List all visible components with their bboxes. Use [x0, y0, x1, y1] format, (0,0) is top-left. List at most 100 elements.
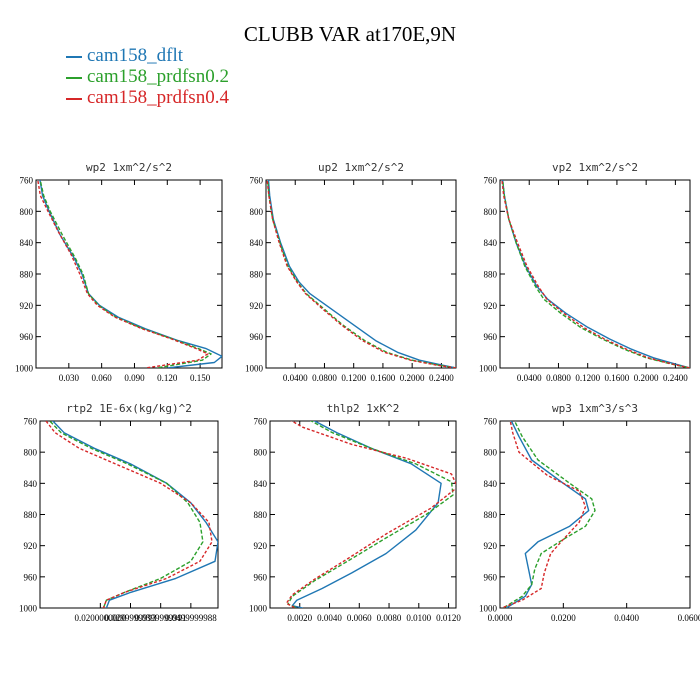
x-tick-label: 0.0400 — [517, 373, 542, 383]
y-tick-label: 960 — [254, 572, 268, 582]
y-tick-label: 800 — [24, 448, 38, 458]
series-line-1 — [51, 421, 218, 608]
y-tick-label: 880 — [250, 270, 264, 280]
y-tick-label: 880 — [20, 270, 34, 280]
x-tick-label: 0.1600 — [371, 373, 396, 383]
x-tick-label: 0.0499999988 — [165, 613, 217, 623]
y-tick-label: 960 — [20, 332, 34, 342]
series-line-2 — [267, 180, 456, 368]
y-tick-label: 840 — [24, 479, 38, 489]
series-line-3 — [285, 421, 456, 608]
x-tick-label: 0.060 — [92, 373, 113, 383]
x-tick-label: 0.0800 — [546, 373, 571, 383]
legend-label: cam158_prdfsn0.4 — [87, 87, 229, 108]
panel-title: thlp2 1xK^2 — [327, 402, 400, 415]
x-tick-label: 0.0060 — [347, 613, 372, 623]
legend-label: cam158_prdfsn0.2 — [87, 66, 229, 87]
plot-frame — [499, 179, 691, 369]
x-tick-label: 0.030 — [59, 373, 80, 383]
legend-entry-prdfsn04: cam158_prdfsn0.4 — [66, 87, 229, 109]
series-line-2 — [287, 421, 454, 608]
series-line-2 — [502, 421, 596, 608]
y-tick-label: 760 — [250, 176, 264, 186]
y-tick-label: 840 — [20, 238, 34, 248]
series-line-2 — [39, 180, 212, 368]
legend-line-prdfsn04-icon — [66, 97, 82, 100]
y-tick-label: 960 — [250, 332, 264, 342]
x-tick-label: 0.0000 — [488, 613, 513, 623]
x-tick-label: 0.2000 — [634, 373, 659, 383]
chart-panel-6: wp3 1xm^3/s^3 760 800 840 880 920 960 10000.000… — [479, 402, 700, 623]
panel-title: rtp2 1E-6x(kg/kg)^2 — [66, 402, 192, 415]
legend-entry-prdfsn02: cam158_prdfsn0.2 — [66, 66, 229, 88]
y-tick-label: 880 — [254, 510, 268, 520]
x-tick-label: 0.0400 — [614, 613, 639, 623]
series-line-3 — [501, 421, 587, 608]
x-tick-label: 0.0020 — [287, 613, 312, 623]
chart-panel-5: thlp2 1xK^2 760 800 840 880 920 960 1000 0.0020 0… — [249, 402, 461, 623]
x-tick-label: 0.0200000000 — [74, 613, 126, 623]
x-tick-label: 0.120 — [157, 373, 178, 383]
x-tick-label: 0.0120 — [436, 613, 461, 623]
legend-line-prdfsn02-icon — [66, 76, 82, 79]
y-tick-label: 800 — [484, 207, 498, 217]
series-line-1 — [39, 180, 222, 368]
series-line-3 — [266, 180, 456, 368]
y-tick-label: 1000 — [245, 364, 264, 374]
y-tick-label: 760 — [484, 417, 498, 427]
plot-frame — [39, 420, 219, 609]
x-tick-label: 0.150 — [190, 373, 211, 383]
chart-panel-3: vp2 1xm^2/s^2 760 800 840 880 920 960 1000 0.040… — [479, 161, 691, 383]
y-tick-label: 1000 — [249, 604, 268, 614]
x-tick-label: 0.0100 — [406, 613, 431, 623]
y-tick-label: 760 — [254, 417, 268, 427]
y-tick-label: 920 — [250, 301, 264, 311]
y-tick-label: 1000 — [19, 604, 38, 614]
legend-entry-dflt: cam158_dflt — [66, 45, 183, 67]
plot-frame — [35, 179, 223, 369]
x-tick-label: 0.090 — [124, 373, 145, 383]
y-tick-label: 760 — [24, 417, 38, 427]
y-tick-label: 880 — [484, 270, 498, 280]
y-tick-label: 840 — [250, 238, 264, 248]
x-tick-label: 0.0400 — [283, 373, 308, 383]
panel-title: up2 1xm^2/s^2 — [318, 161, 404, 174]
plot-frame — [499, 420, 691, 609]
x-tick-label: 0.2400 — [429, 373, 454, 383]
y-tick-label: 800 — [484, 448, 498, 458]
y-tick-label: 1000 — [15, 364, 34, 374]
panel-title: wp3 1xm^3/s^3 — [552, 402, 638, 415]
y-tick-label: 800 — [250, 207, 264, 217]
series-line-3 — [45, 421, 213, 608]
y-tick-label: 920 — [484, 301, 498, 311]
y-tick-label: 1000 — [479, 604, 498, 614]
series-line-1 — [505, 421, 590, 608]
x-tick-label: 0.0080 — [377, 613, 402, 623]
y-tick-label: 880 — [484, 510, 498, 520]
x-tick-label: 0.0600 — [678, 613, 700, 623]
y-tick-label: 800 — [20, 207, 34, 217]
y-tick-label: 760 — [484, 176, 498, 186]
x-tick-label: 0.0800 — [312, 373, 337, 383]
series-line-2 — [501, 180, 690, 368]
y-tick-label: 840 — [484, 238, 498, 248]
y-tick-label: 840 — [254, 479, 268, 489]
legend-label: cam158_dflt — [87, 45, 184, 66]
series-line-3 — [501, 180, 690, 368]
chart-panel-4: rtp2 1E-6x(kg/kg)^2 760 800 840 880 920 960 100… — [19, 402, 219, 623]
x-tick-label: 0.2000 — [400, 373, 425, 383]
x-tick-label: 0.0399999991 — [135, 613, 187, 623]
panel-title: vp2 1xm^2/s^2 — [552, 161, 638, 174]
x-tick-label: 0.0299999993 — [105, 613, 157, 623]
y-tick-label: 840 — [484, 479, 498, 489]
panel-title: wp2 1xm^2/s^2 — [86, 161, 172, 174]
x-tick-label: 0.1200 — [575, 373, 600, 383]
y-tick-label: 880 — [24, 510, 38, 520]
y-tick-label: 920 — [254, 541, 268, 551]
y-tick-label: 920 — [20, 301, 34, 311]
figure-title: CLUBB VAR at170E,9N — [243, 22, 457, 46]
y-tick-label: 760 — [20, 176, 34, 186]
chart-panel-2: up2 1xm^2/s^2 760 800 840 880 920 960 1000 0.040… — [245, 161, 457, 383]
y-tick-label: 960 — [484, 572, 498, 582]
